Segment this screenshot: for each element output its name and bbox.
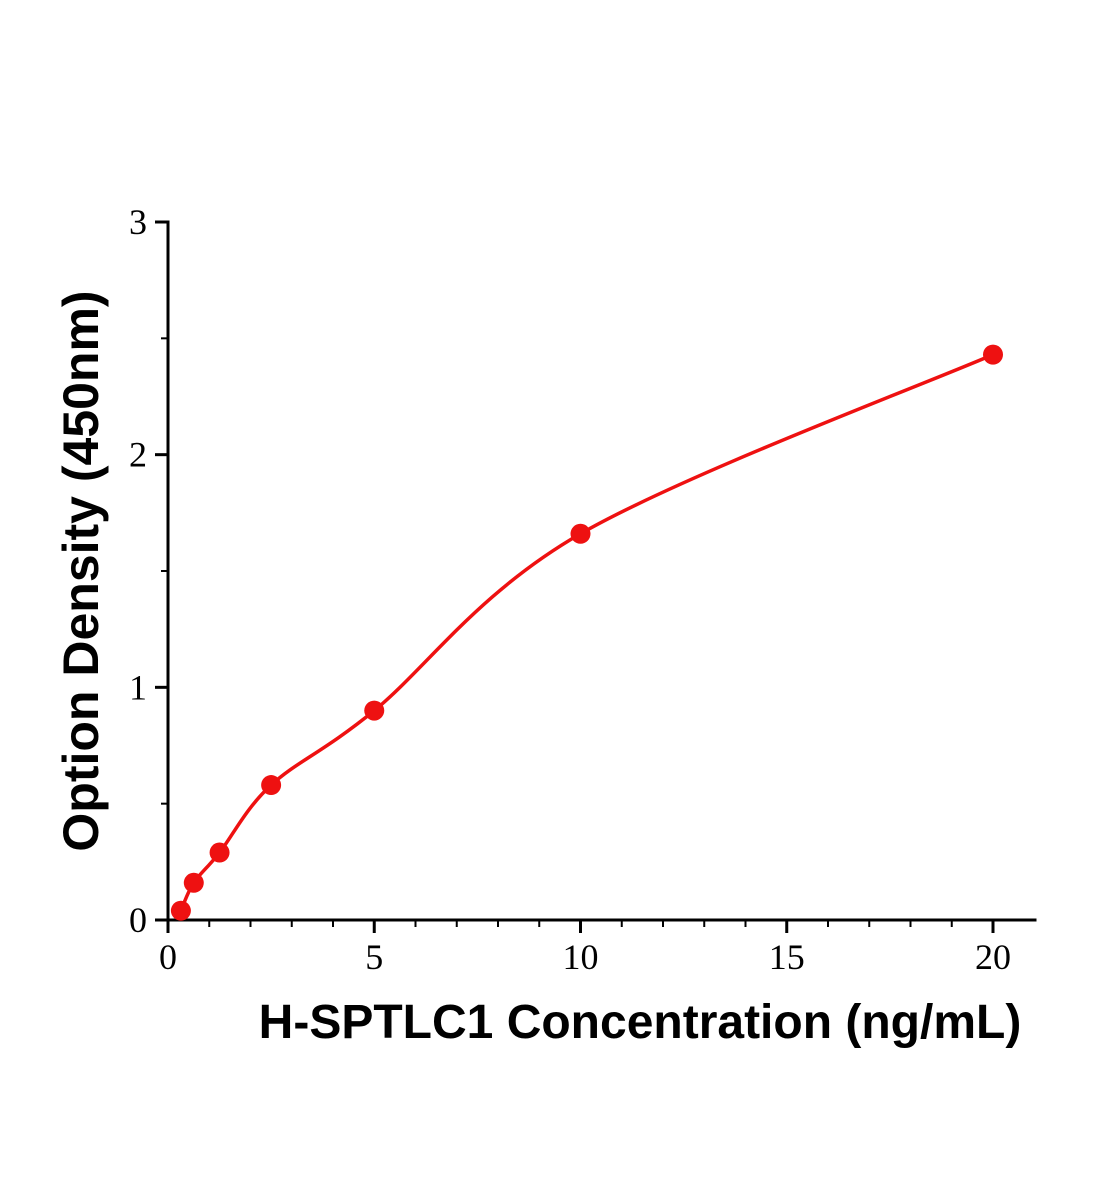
data-point	[170, 900, 191, 921]
x-tick-label: 5	[365, 937, 383, 977]
y-tick-label: 0	[129, 900, 147, 940]
data-point	[983, 344, 1003, 365]
x-tick-label: 20	[975, 937, 1011, 977]
x-tick-label: 10	[563, 937, 599, 977]
data-point	[209, 842, 230, 863]
fitted-curve	[179, 352, 995, 913]
x-axis-title: H-SPTLC1 Concentration (ng/mL)	[259, 996, 1022, 1049]
y-tick-label: 1	[129, 667, 147, 707]
y-tick-label: 2	[129, 435, 147, 475]
axis-lines	[166, 220, 1037, 922]
data-point	[261, 775, 282, 796]
x-tick-label: 15	[769, 937, 805, 977]
y-tick-label: 3	[129, 202, 147, 242]
data-point	[570, 523, 591, 544]
y-axis-title: Option Density (450nm)	[53, 290, 109, 851]
data-point	[364, 700, 385, 721]
x-tick-label: 0	[159, 937, 177, 977]
data-point	[183, 872, 204, 893]
plot-layer: 0 5 10 15 20 0 1 2 3	[129, 202, 1037, 977]
